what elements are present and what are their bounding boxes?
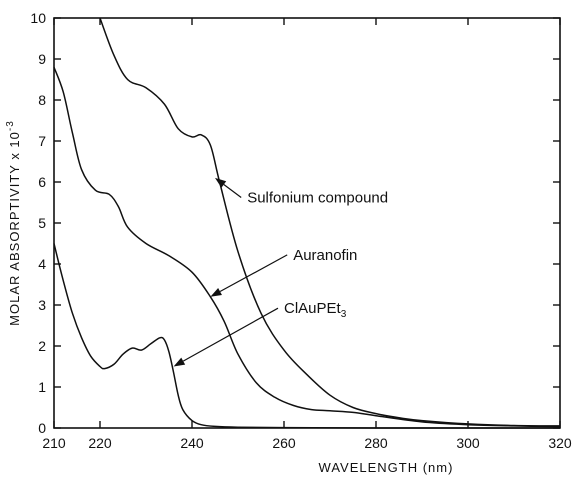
series-line-sulfonium-compound [99, 17, 561, 427]
x-tick-label: 220 [88, 435, 112, 451]
y-tick-label: 6 [38, 174, 46, 190]
x-axis-title: WAVELENGTH (nm) [319, 460, 454, 475]
y-tick-label: 1 [38, 379, 46, 395]
annotation-arrow-line [219, 254, 288, 293]
annotation-label-text: Auranofin [293, 247, 357, 264]
annotation-arrow-line [223, 184, 242, 198]
annotation-label: ClAuPEt3 [284, 300, 347, 320]
y-tick-label: 0 [38, 420, 46, 436]
annotation-label-text: ClAuPEt [284, 300, 342, 317]
plot-frame-group [53, 17, 561, 429]
annotation-label-text: Sulfonium compound [247, 190, 388, 207]
y-axis-exponent: -3 [5, 120, 16, 131]
y-tick-label: 9 [38, 51, 46, 67]
series-line-claupet3 [53, 243, 560, 429]
svg-text:MOLAR ABSORPTIVITY x 10-3: MOLAR ABSORPTIVITY x 10-3 [5, 120, 22, 326]
y-tick-label: 3 [38, 297, 46, 313]
y-tick-label: 2 [38, 338, 46, 354]
y-tick-label: 10 [30, 10, 46, 26]
tick-group: 210 220 240 260 280 300 320 0 1 2 3 4 5 6 7 8 9 10 [30, 10, 571, 451]
annotation-arrow-head [210, 288, 222, 297]
annotation-label: Sulfonium compound [247, 190, 388, 207]
x-tick-label: 280 [364, 435, 388, 451]
y-tick-label: 7 [38, 133, 46, 149]
y-axis-title-group: MOLAR ABSORPTIVITY x 10-3 [5, 120, 22, 326]
x-tick-label: 240 [180, 435, 204, 451]
x-tick-label: 300 [456, 435, 480, 451]
y-axis-title: MOLAR ABSORPTIVITY x 10 [7, 131, 22, 326]
x-tick-label: 210 [42, 435, 66, 451]
y-tick-label: 5 [38, 215, 46, 231]
annotation-label-subscript: 3 [341, 309, 347, 320]
annotation-arrow-head [173, 357, 186, 367]
annotation-arrow-head [215, 177, 227, 188]
annotation-arrow-line [182, 307, 279, 362]
y-tick-label: 8 [38, 92, 46, 108]
series-line-auranofin [53, 66, 561, 428]
x-tick-label: 260 [272, 435, 296, 451]
y-tick-label: 4 [38, 256, 46, 272]
plot-frame [53, 17, 561, 429]
annotation-group: Sulfonium compound Auranofin ClAuPEt3 [173, 177, 388, 367]
x-tick-label: 320 [548, 435, 572, 451]
annotation-label: Auranofin [293, 247, 357, 264]
curve-group [53, 17, 561, 429]
